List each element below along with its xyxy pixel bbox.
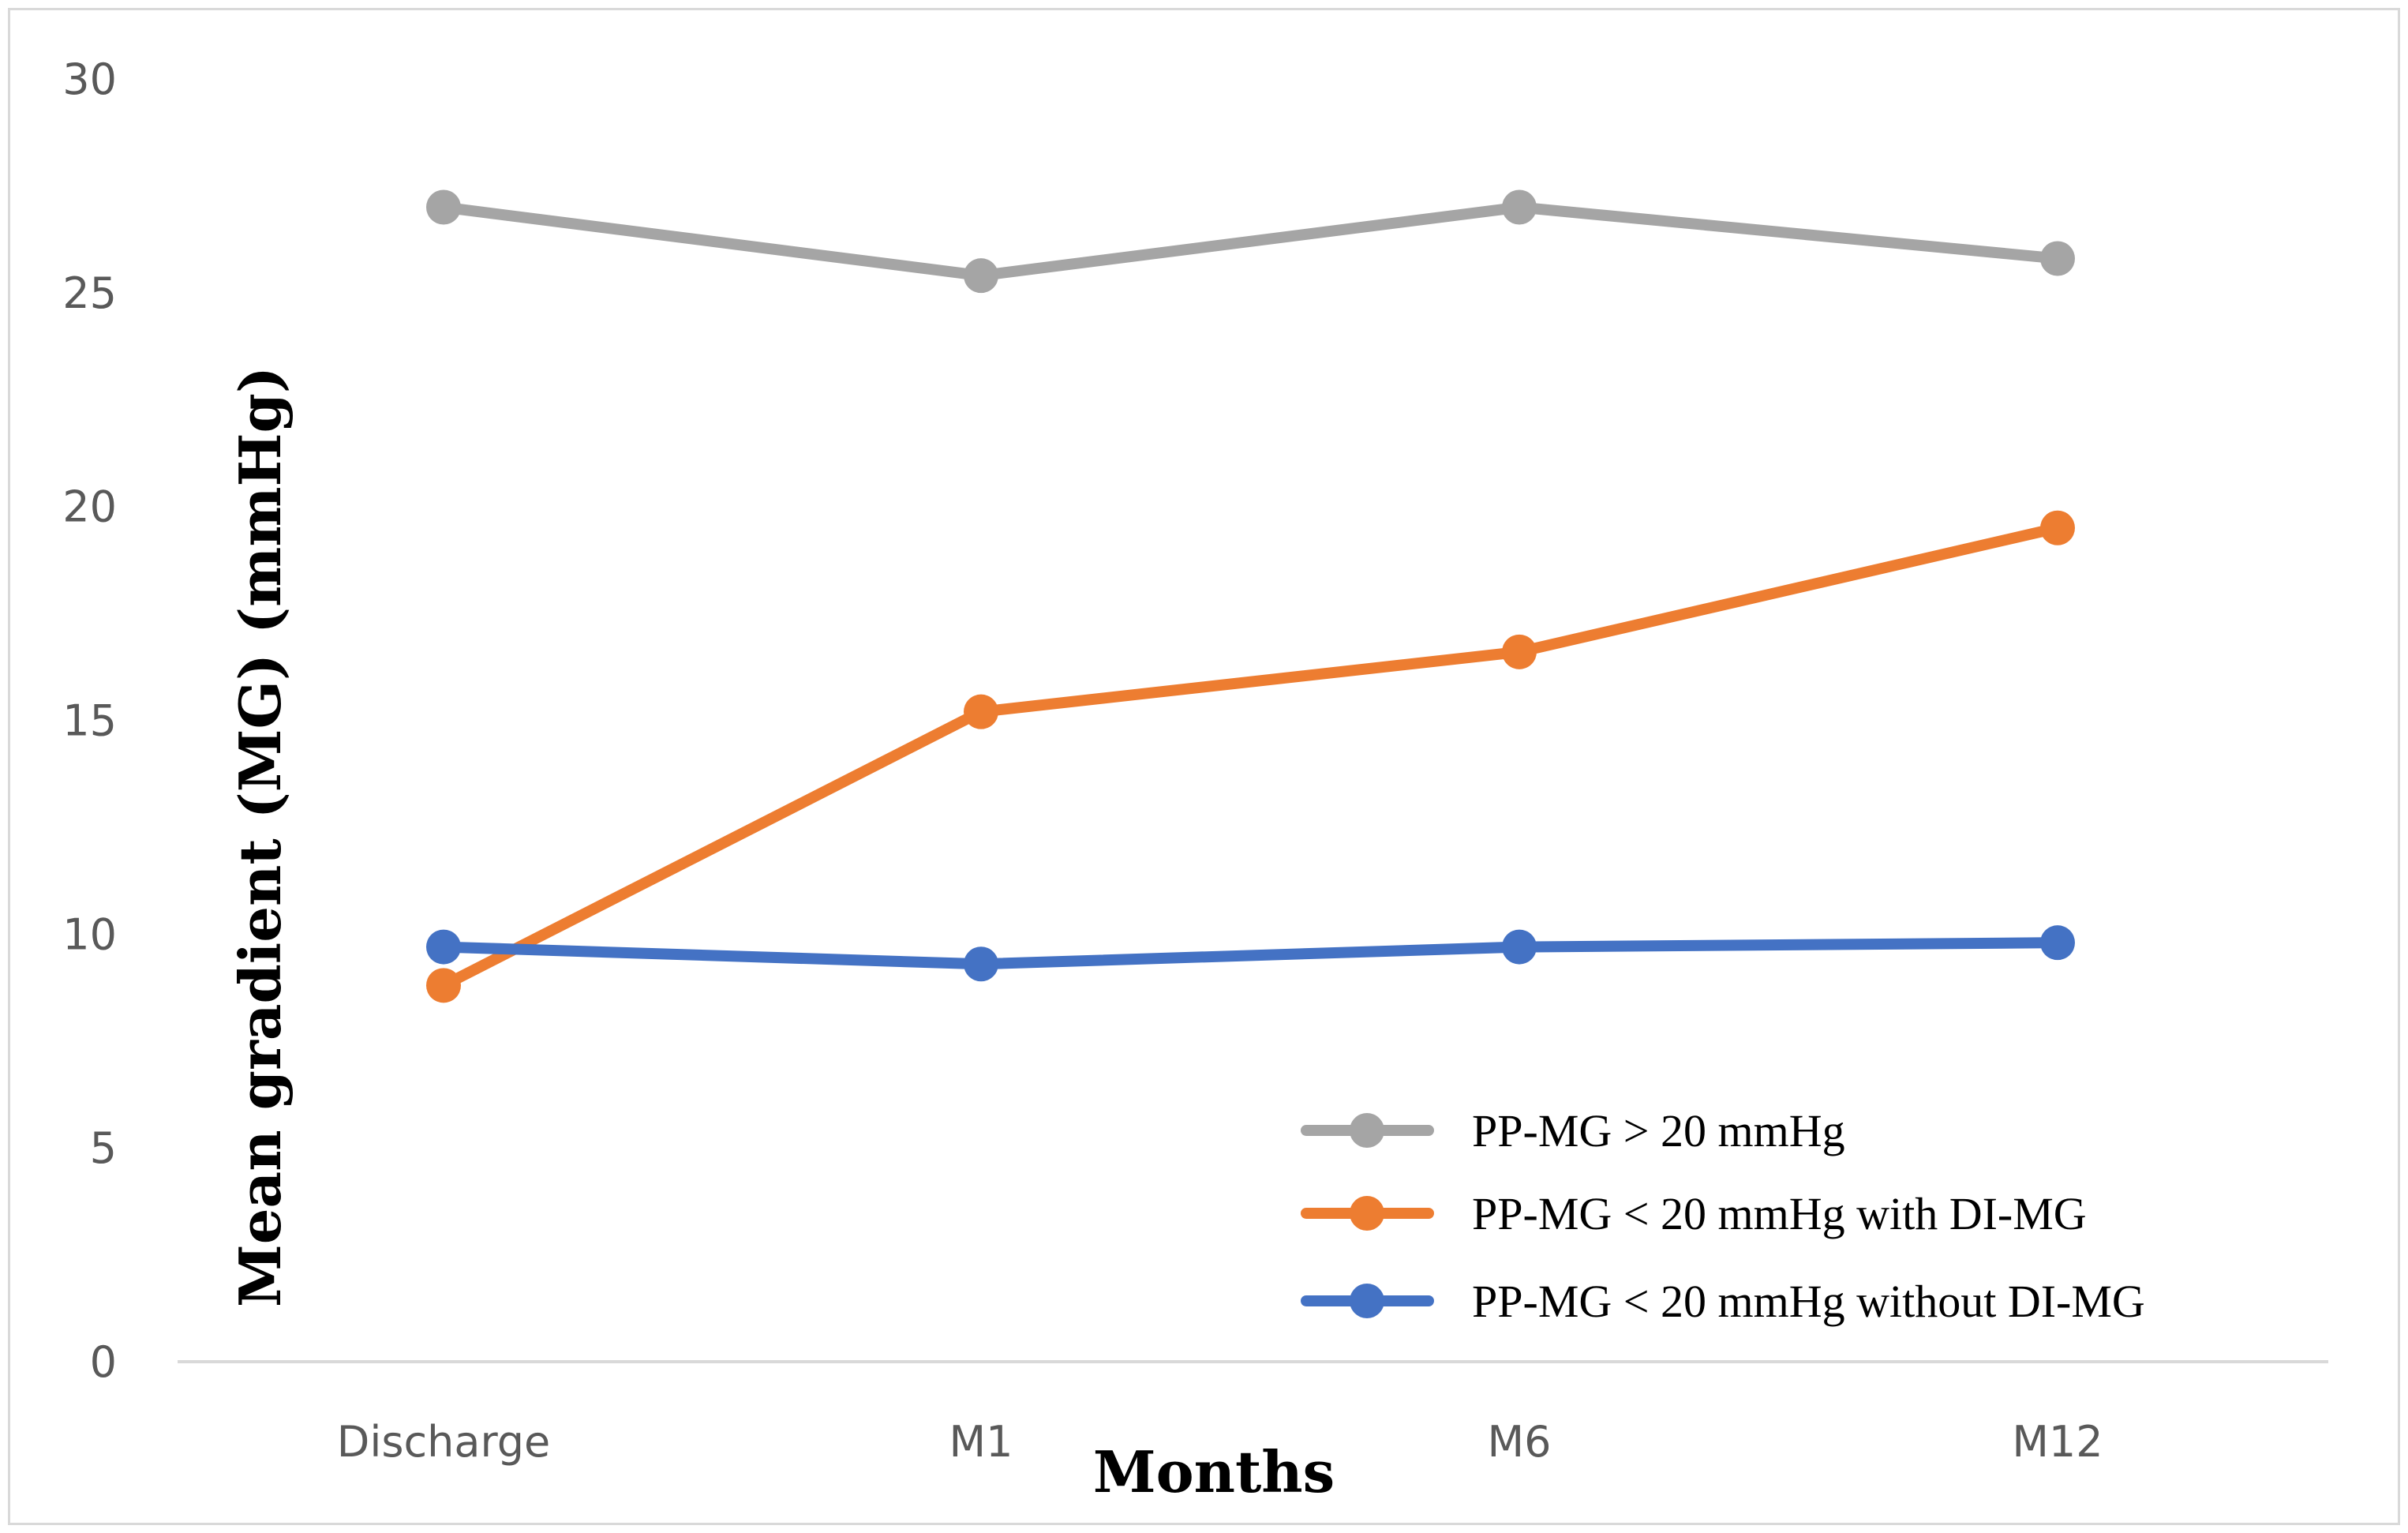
x-axis-title: Months bbox=[1093, 1438, 1335, 1505]
x-tick-label: M6 bbox=[1488, 1417, 1552, 1467]
legend-item: PP-MG < 20 mmHg with DI-MG bbox=[1301, 1188, 2087, 1239]
series-3 bbox=[426, 925, 2075, 982]
legend-swatch-marker bbox=[1350, 1284, 1384, 1318]
series-1 bbox=[426, 189, 2075, 294]
y-tick-label: 15 bbox=[62, 696, 117, 746]
data-point bbox=[964, 946, 998, 982]
y-tick-label: 25 bbox=[62, 268, 117, 318]
data-point bbox=[2040, 510, 2075, 545]
series-line bbox=[438, 937, 2063, 970]
data-point bbox=[426, 929, 461, 965]
legend-item: PP-MG < 20 mmHg without DI-MG bbox=[1301, 1276, 2145, 1327]
data-point bbox=[964, 694, 998, 729]
legend-swatch-marker bbox=[1350, 1196, 1384, 1231]
chart-frame bbox=[8, 8, 2400, 1525]
series-group bbox=[426, 189, 2075, 1003]
series-line bbox=[438, 201, 2063, 282]
data-point bbox=[426, 968, 461, 1003]
legend-label: PP-MG < 20 mmHg without DI-MG bbox=[1472, 1276, 2145, 1327]
series-2 bbox=[426, 510, 2075, 1003]
y-tick-label: 0 bbox=[90, 1337, 117, 1387]
data-point bbox=[2040, 925, 2075, 961]
series-line bbox=[438, 522, 2063, 991]
x-tick-label: M1 bbox=[949, 1417, 1013, 1467]
legend-item: PP-MG > 20 mmHg bbox=[1301, 1105, 1845, 1156]
y-axis-ticks: 0 5 10 15 20 25 30 bbox=[62, 54, 117, 1387]
y-tick-label: 10 bbox=[62, 909, 117, 959]
data-point bbox=[1502, 189, 1537, 225]
data-point bbox=[426, 189, 461, 225]
data-point bbox=[1502, 929, 1537, 965]
y-tick-label: 5 bbox=[90, 1123, 117, 1173]
data-point bbox=[1502, 634, 1537, 669]
legend: PP-MG > 20 mmHg PP-MG < 20 mmHg with DI-M… bbox=[1301, 1105, 2145, 1327]
legend-label: PP-MG < 20 mmHg with DI-MG bbox=[1472, 1188, 2087, 1239]
y-tick-label: 30 bbox=[62, 54, 117, 104]
legend-label: PP-MG > 20 mmHg bbox=[1472, 1105, 1845, 1156]
x-tick-label: Discharge bbox=[337, 1417, 550, 1467]
legend-swatch-marker bbox=[1350, 1113, 1384, 1148]
data-point bbox=[2040, 241, 2075, 276]
x-axis-ticks: Discharge M1 M6 M12 bbox=[337, 1417, 2103, 1467]
data-point bbox=[964, 258, 998, 294]
y-tick-label: 20 bbox=[62, 482, 117, 532]
x-tick-label: M12 bbox=[2012, 1417, 2103, 1467]
y-axis-title: Mean gradient (MG) (mmHg) bbox=[227, 366, 294, 1307]
